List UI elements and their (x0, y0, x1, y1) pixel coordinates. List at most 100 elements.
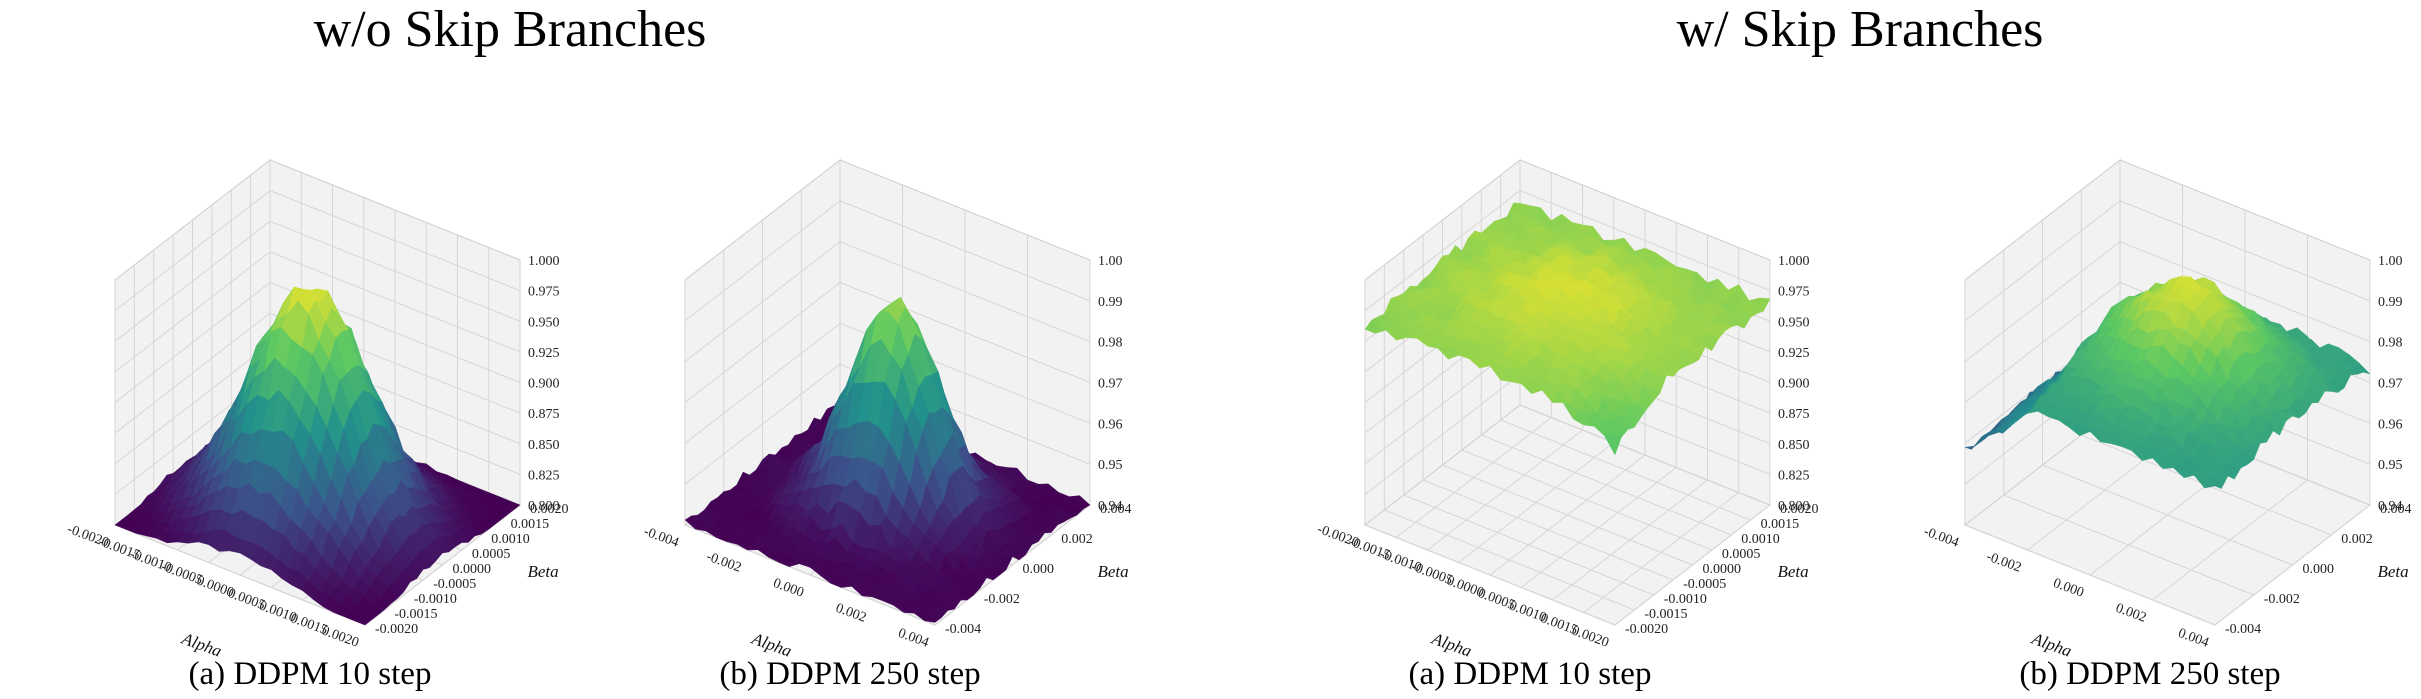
y-tick-label: 0.0005 (472, 547, 511, 562)
z-tick-label: 0.800 (1778, 499, 1810, 514)
y-tick-label: -0.0015 (1644, 607, 1687, 622)
z-tick-label: 0.875 (528, 407, 560, 422)
z-tick-label: 0.94 (1098, 499, 1123, 514)
y-tick-label: -0.0005 (433, 577, 476, 592)
grid-line (684, 282, 841, 403)
z-tick-label: 0.975 (528, 285, 560, 300)
y-tick-label: -0.0010 (1664, 592, 1707, 607)
y-tick-label: 0.0000 (453, 562, 492, 577)
y-tick-label: 0.0020 (530, 502, 569, 517)
grid-line (1519, 159, 1771, 261)
z-tick-label: 1.00 (2378, 254, 2403, 269)
grid-line (839, 200, 1091, 302)
y-tick-label: 0.002 (2341, 532, 2373, 547)
grid-line (2119, 241, 2371, 343)
grid-line (2214, 504, 2371, 626)
grid-line (2042, 464, 2293, 566)
grid-line (839, 241, 1091, 343)
x-tick-label: -0.004 (642, 524, 681, 550)
z-tick-label: 0.99 (1098, 295, 1123, 310)
grid-line (1964, 282, 2121, 403)
z-tick-label: 1.00 (1098, 254, 1123, 269)
grid-line (684, 363, 841, 485)
surface-mesh (1964, 276, 2371, 490)
z-tick-label: 0.98 (2378, 336, 2403, 351)
caption-3: (a) DDPM 10 step (1408, 656, 1652, 692)
grid-line (839, 282, 1091, 383)
z-tick-label: 0.99 (2378, 295, 2403, 310)
caption-4: (b) DDPM 250 step (2019, 656, 2281, 692)
grid-line (1442, 464, 1693, 566)
caption-1: (a) DDPM 10 step (188, 656, 432, 692)
x-tick-label: 0.0020 (1569, 623, 1610, 650)
y-tick-label: -0.0020 (1625, 622, 1668, 637)
z-tick-label: 0.94 (2378, 499, 2403, 514)
y-tick-label: 0.0005 (1722, 547, 1761, 562)
x-tick-label: -0.002 (1984, 549, 2023, 575)
grid-line (1364, 373, 1521, 495)
grid-line (684, 322, 841, 444)
grid-line (1583, 492, 1740, 613)
y-tick-label: 0.000 (1023, 562, 1055, 577)
y-tick-label: 0.0010 (1741, 532, 1780, 547)
grid-line (1500, 419, 1751, 521)
y-axis-label: Beta (1098, 562, 1129, 581)
surface-facet (924, 608, 942, 623)
grid-line (1364, 159, 1521, 281)
surface-mesh (1364, 202, 1771, 456)
y-tick-label: 0.0015 (1761, 517, 1800, 532)
z-tick-label: 0.825 (1778, 468, 1810, 483)
grid-line (114, 282, 271, 403)
z-tick-label: 0.925 (1778, 346, 1810, 361)
grid-line (269, 159, 521, 261)
grid-line (1364, 190, 1521, 312)
y-tick-label: -0.004 (945, 622, 981, 637)
y-tick-label: 0.0000 (1703, 562, 1742, 577)
surface-mesh (684, 296, 1091, 623)
z-tick-label: 0.95 (1098, 458, 1123, 473)
y-axis-label: Beta (1778, 562, 1809, 581)
x-tick-label: 0.004 (896, 626, 931, 651)
z-tick-label: 0.96 (1098, 417, 1123, 432)
grid-line (2119, 159, 2371, 261)
caption-2: (b) DDPM 250 step (719, 656, 981, 692)
z-tick-label: 0.850 (528, 438, 560, 453)
grid-line (1461, 449, 1713, 551)
y-tick-label: 0.002 (1061, 532, 1093, 547)
y-tick-label: 0.0010 (491, 532, 530, 547)
y-tick-label: 0.0015 (511, 517, 550, 532)
z-tick-label: 0.850 (1778, 438, 1810, 453)
grid-line (269, 220, 521, 322)
grid-line (114, 220, 271, 342)
grid-line (684, 241, 841, 363)
z-tick-label: 0.925 (528, 346, 560, 361)
z-tick-label: 0.950 (1778, 315, 1810, 330)
y-tick-label: -0.002 (2264, 592, 2300, 607)
x-tick-label: -0.004 (1922, 524, 1961, 550)
group-title-right: w/ Skip Branches (1676, 1, 2044, 58)
grid-line (1364, 404, 1521, 526)
z-tick-label: 0.950 (528, 315, 560, 330)
grid-line (114, 343, 271, 465)
x-tick-label: 0.000 (771, 576, 806, 601)
grid-line (2152, 479, 2308, 601)
z-tick-label: 0.975 (1778, 285, 1810, 300)
z-tick-label: 0.95 (2378, 458, 2403, 473)
surface-plot-1: -0.0020-0.0015-0.0010-0.00050.00000.0005… (65, 158, 569, 661)
z-tick-label: 0.825 (528, 468, 560, 483)
surface-plot-2: -0.004-0.0020.0000.0020.004 -0.004-0.0020… (642, 158, 1132, 661)
x-tick-label: -0.002 (704, 549, 743, 575)
y-tick-label: -0.0015 (394, 607, 437, 622)
grid-line (114, 312, 271, 434)
z-tick-label: 0.900 (1778, 377, 1810, 392)
grid-line (839, 159, 1091, 261)
y-axis-label: Beta (528, 562, 559, 581)
y-tick-label: -0.0010 (414, 592, 457, 607)
surface-plot-4: -0.004-0.0020.0000.0020.004 -0.004-0.0020… (1922, 158, 2412, 661)
y-tick-label: -0.0020 (375, 622, 418, 637)
grid-line (1519, 190, 1771, 292)
y-tick-label: 0.004 (2380, 502, 2412, 517)
z-tick-label: 0.98 (1098, 336, 1123, 351)
surface-facet (354, 615, 372, 626)
z-tick-label: 0.96 (2378, 417, 2403, 432)
